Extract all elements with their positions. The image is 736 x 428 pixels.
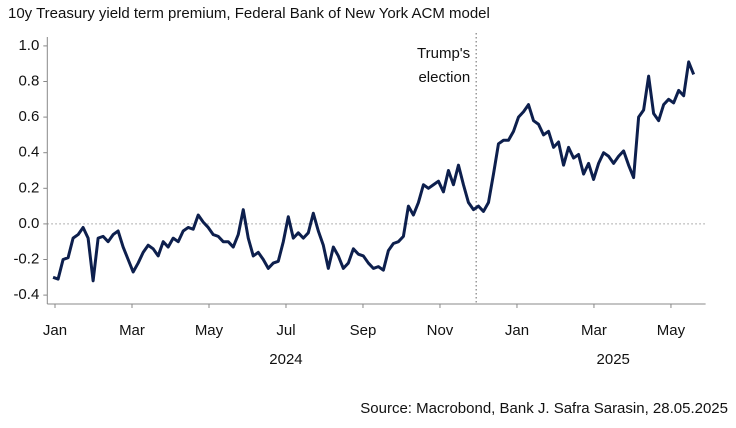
x-tick-label: Sep: [350, 322, 377, 339]
source: Source: Macrobond, Bank J. Safra Sarasin…: [360, 400, 728, 417]
y-tick-label: -0.2: [13, 250, 39, 267]
annotation-text: Trump's: [417, 45, 470, 62]
year-label: 2025: [597, 351, 630, 368]
y-tick-label: -0.4: [13, 286, 39, 303]
y-tick-label: 0.0: [18, 215, 39, 232]
line-series: [52, 60, 696, 283]
y-tick-label: 1.0: [18, 37, 39, 54]
x-tick-label: Jan: [505, 322, 529, 339]
x-tick-label: Nov: [427, 322, 454, 339]
x-tick-label: Mar: [119, 322, 145, 339]
annotation-text: election: [418, 69, 470, 86]
x-tick-label: May: [195, 322, 224, 339]
y-tick-label: 0.8: [18, 72, 39, 89]
chart-title: 10y Treasury yield term premium, Federal…: [8, 5, 490, 22]
x-tick-label: May: [657, 322, 686, 339]
y-tick-label: 0.6: [18, 108, 39, 125]
y-tick-label: 0.2: [18, 179, 39, 196]
x-tick-label: Mar: [581, 322, 607, 339]
year-label: 2024: [269, 351, 302, 368]
y-tick-label: 0.4: [18, 144, 39, 161]
x-tick-label: Jan: [43, 322, 67, 339]
x-tick-label: Jul: [276, 322, 295, 339]
